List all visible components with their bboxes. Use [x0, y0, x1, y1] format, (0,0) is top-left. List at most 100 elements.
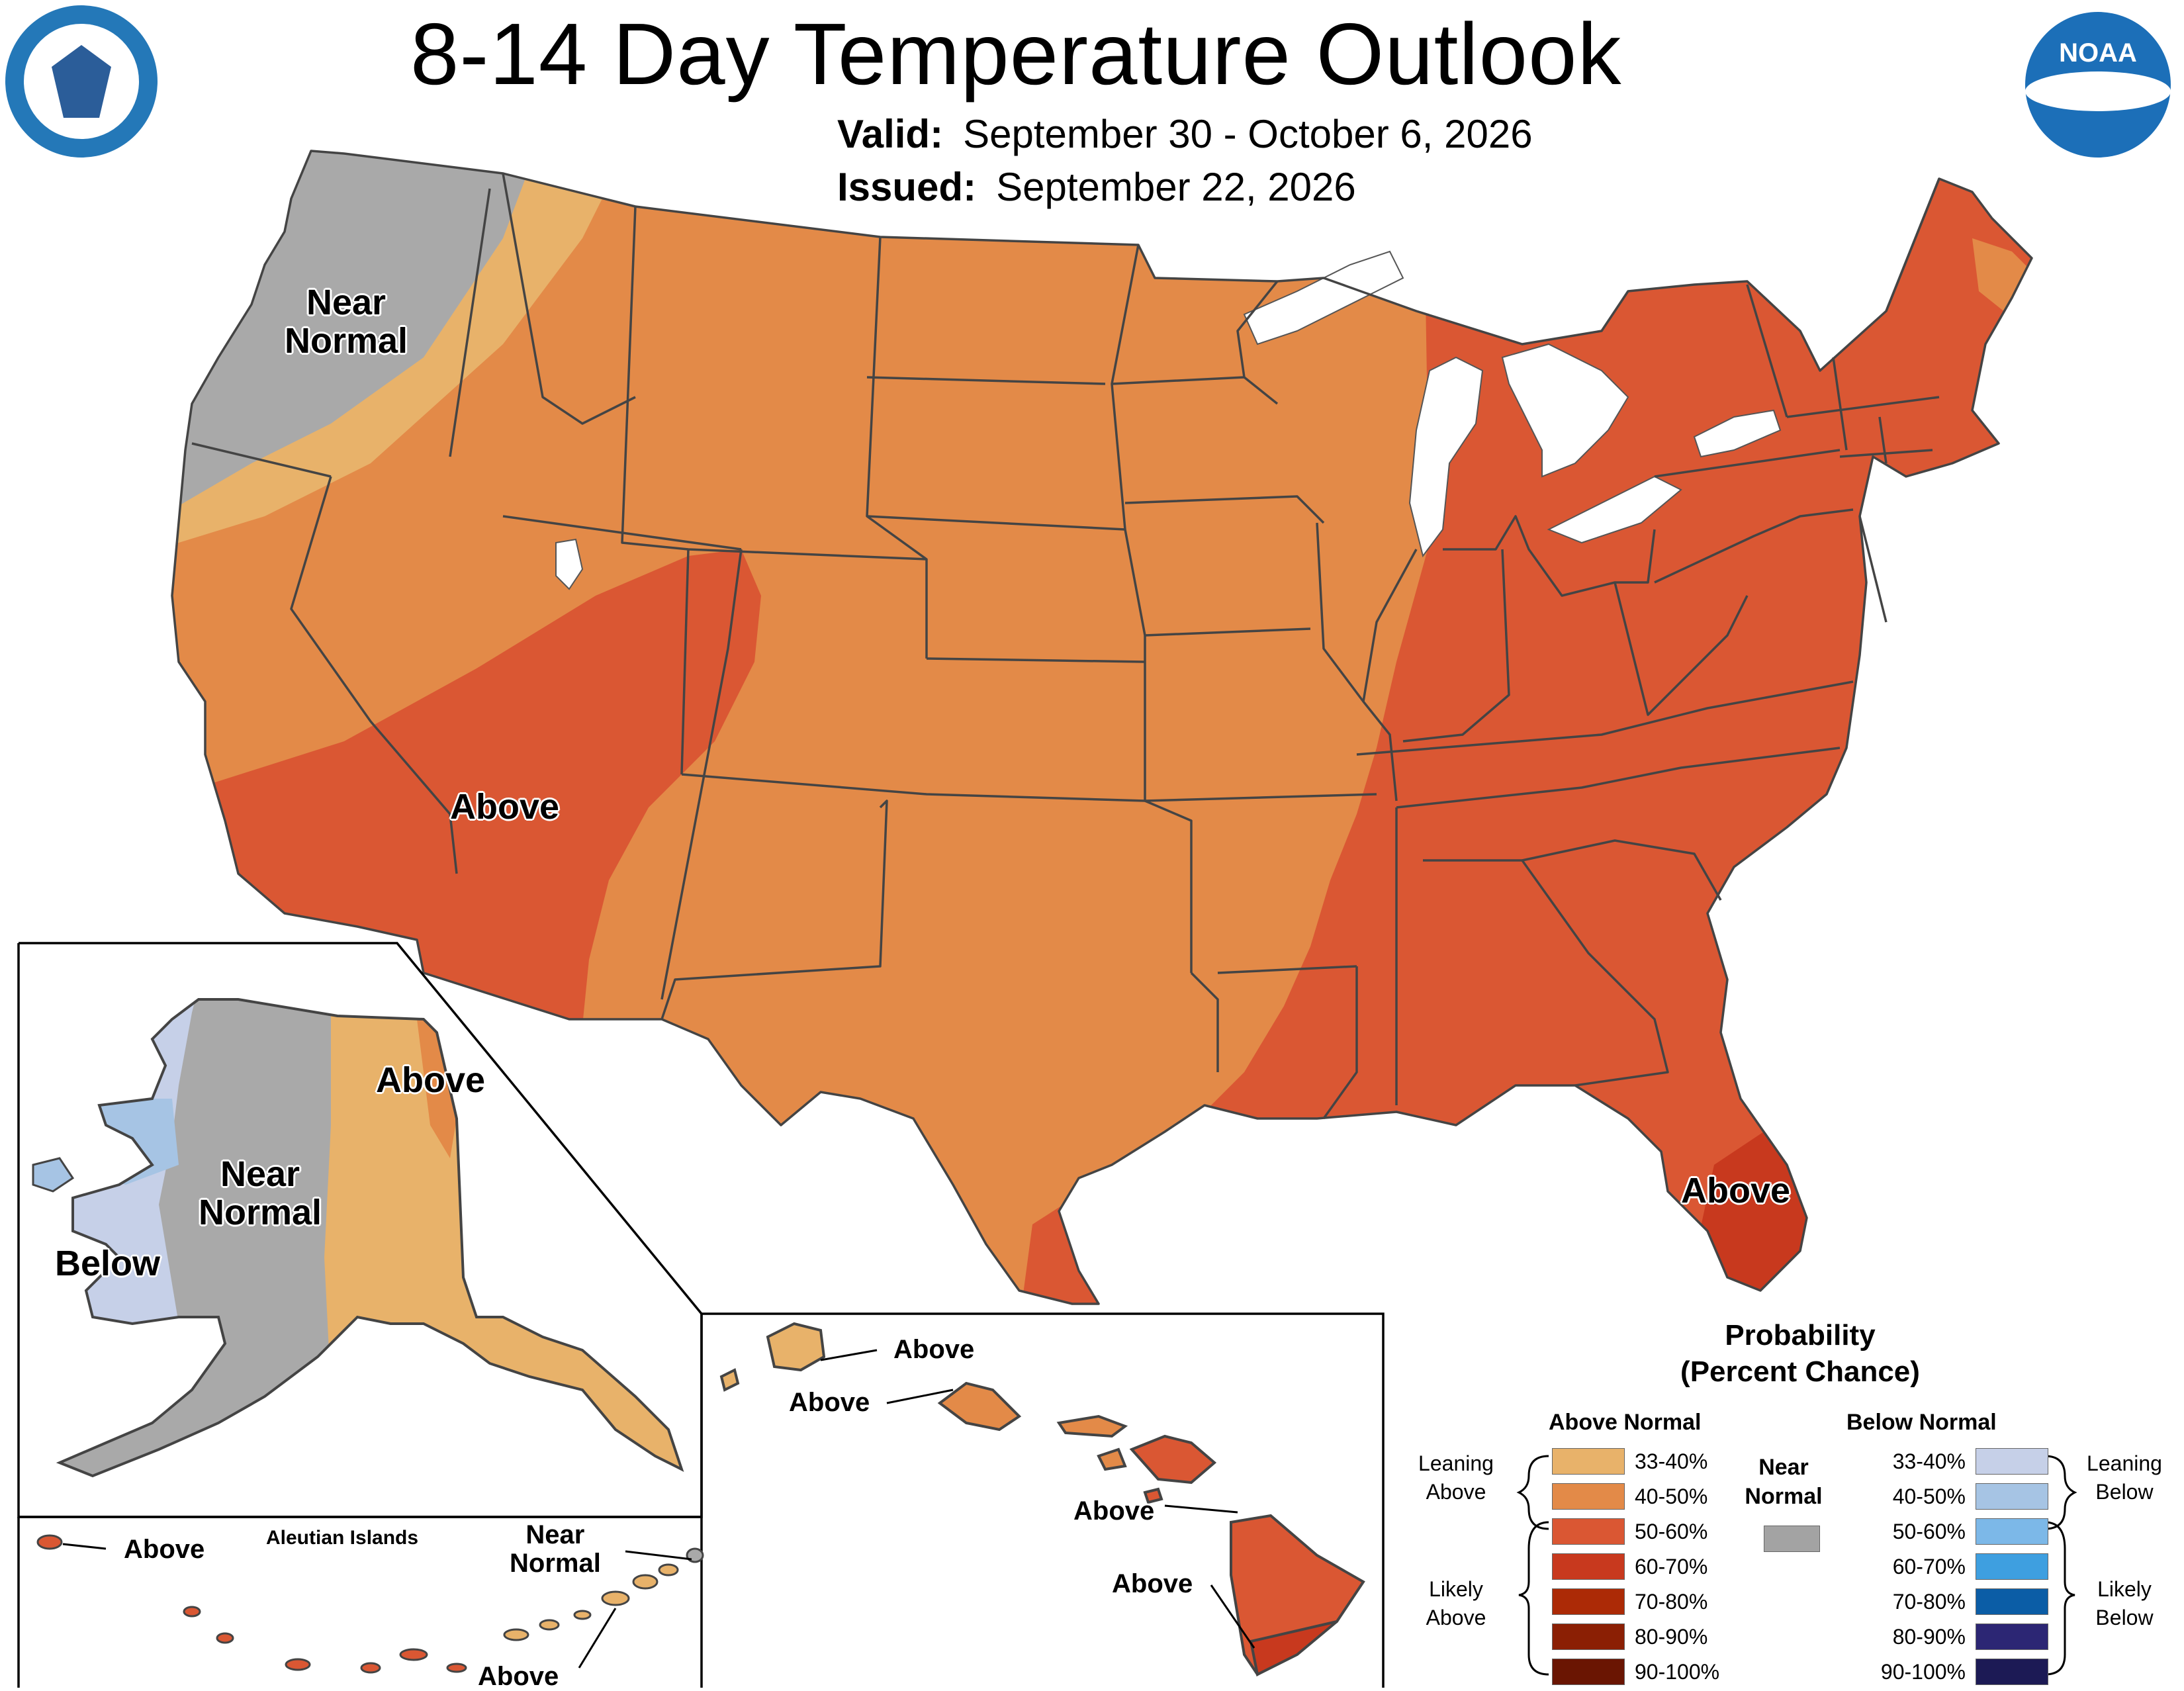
- noaa-text: NOAA: [2059, 38, 2137, 68]
- label-line: Normal: [510, 1549, 601, 1578]
- side-label-line: Leaning: [1418, 1451, 1494, 1475]
- label-conus-near-normal: Near Normal: [285, 283, 408, 361]
- side-label-line: Below: [2095, 1606, 2154, 1630]
- legend-range-above: 60-70%: [1635, 1554, 1708, 1578]
- side-label-line: Likely: [2097, 1577, 2152, 1601]
- legend-range-above: 33-40%: [1635, 1449, 1708, 1473]
- legend-range-above: 40-50%: [1635, 1484, 1708, 1508]
- kahoolawe: [1143, 1487, 1163, 1504]
- label-line: Near: [306, 283, 387, 322]
- side-label-line: Below: [2095, 1480, 2154, 1504]
- label-hi-above-kauai: Above: [893, 1335, 975, 1364]
- ak-region-above-40-50: [417, 1019, 457, 1158]
- maui: [1129, 1434, 1217, 1485]
- label-aleut-near-normal: Near Normal: [510, 1520, 601, 1578]
- label-aleut-above-west: Above: [124, 1535, 205, 1564]
- label-hi-above-big-island: Above: [1112, 1569, 1193, 1598]
- label-ak-above: Above: [376, 1060, 486, 1100]
- legend-above-header: Above Normal: [1549, 1410, 1702, 1435]
- molokai: [1056, 1414, 1128, 1438]
- alaska-inset-frame: [17, 942, 1385, 1688]
- legend-swatch-above-50-60pct: [1552, 1518, 1625, 1545]
- doc-seal-logo: [5, 5, 158, 158]
- aleutian-leader-lines: [62, 1543, 692, 1668]
- legend-swatch-above-40-50pct: [1552, 1483, 1625, 1510]
- label-hi-above-oahu: Above: [789, 1388, 870, 1417]
- niihau: [719, 1368, 740, 1392]
- issued-value: September 22, 2026: [996, 165, 1356, 209]
- legend-near-normal: Near Normal: [1741, 1453, 1827, 1511]
- aleutian-islands-title: Aleutian Islands: [266, 1527, 419, 1549]
- side-label-line: Above: [1426, 1480, 1486, 1504]
- legend-leaning-below: Leaning Below: [2078, 1449, 2171, 1506]
- legend-below-header: Below Normal: [1846, 1410, 1997, 1435]
- near-normal-line: Near: [1758, 1455, 1809, 1480]
- legend-swatch-below-33-40pct: [1976, 1448, 2048, 1475]
- near-normal-line: Normal: [1745, 1484, 1823, 1510]
- legend-swatch-below-40-50pct: [1976, 1483, 2048, 1510]
- side-label-line: Leaning: [2087, 1451, 2162, 1475]
- issued-label: Issued:: [837, 165, 977, 209]
- label-conus-above-florida: Above: [1681, 1171, 1791, 1211]
- legend-swatch-below-60-70pct: [1976, 1553, 2048, 1580]
- legend-swatch-above-90-100pct: [1552, 1659, 1625, 1685]
- st-lawrence-island: [32, 1157, 75, 1193]
- label-conus-above-west: Above: [450, 787, 560, 827]
- valid-dates: Valid: September 30 - October 6, 2026: [837, 111, 1533, 157]
- oahu: [937, 1381, 1022, 1432]
- legend-range-below: 90-100%: [1880, 1659, 1966, 1684]
- hawaii-islands: [719, 1322, 1365, 1676]
- label-aleut-above-east: Above: [478, 1662, 559, 1691]
- legend-leaning-above: Leaning Above: [1410, 1449, 1502, 1506]
- legend-range-above: 80-90%: [1635, 1624, 1708, 1649]
- kauai: [766, 1322, 826, 1372]
- noaa-logo: NOAA: [2025, 12, 2171, 158]
- aleutian-islands: [36, 1534, 704, 1674]
- legend-title-line: Probability: [1725, 1319, 1876, 1351]
- legend-swatch-below-90-100pct: [1976, 1659, 2048, 1685]
- legend-range-above: 70-80%: [1635, 1589, 1708, 1614]
- legend-swatch-above-60-70pct: [1552, 1553, 1625, 1580]
- legend-range-below: 50-60%: [1892, 1519, 1966, 1543]
- valid-value: September 30 - October 6, 2026: [963, 112, 1533, 156]
- alaska-outline: [56, 998, 684, 1478]
- ak-region-above-33-40: [324, 999, 682, 1476]
- legend-swatch-above-70-80pct: [1552, 1588, 1625, 1615]
- legend-swatch-below-50-60pct: [1976, 1518, 2048, 1545]
- legend-brackets: [1516, 1455, 2077, 1676]
- valid-label: Valid:: [837, 112, 944, 156]
- legend-swatch-above-80-90pct: [1552, 1623, 1625, 1650]
- label-line: Normal: [199, 1193, 322, 1233]
- side-label-line: Likely: [1429, 1577, 1483, 1601]
- side-label-line: Above: [1426, 1606, 1486, 1630]
- legend-swatch-below-70-80pct: [1976, 1588, 2048, 1615]
- label-line: Normal: [285, 321, 408, 361]
- legend-likely-below: Likely Below: [2078, 1575, 2171, 1632]
- legend-likely-above: Likely Above: [1410, 1575, 1502, 1632]
- label-hi-above-maui: Above: [1073, 1496, 1155, 1526]
- legend-swatch-above-33-40pct: [1552, 1448, 1625, 1475]
- conus-borders: [171, 150, 2033, 1305]
- issued-date: Issued: September 22, 2026: [837, 164, 1356, 210]
- alaska-regions: [60, 999, 682, 1476]
- label-ak-near-normal: Near Normal: [199, 1155, 322, 1232]
- lanai: [1097, 1447, 1127, 1471]
- great-lakes: [555, 250, 1782, 590]
- legend-range-below: 80-90%: [1892, 1624, 1966, 1649]
- legend-swatch-below-80-90pct: [1976, 1623, 2048, 1650]
- legend-range-above: 90-100%: [1635, 1659, 1720, 1684]
- legend-near-normal-swatch: [1764, 1526, 1820, 1552]
- legend-range-below: 60-70%: [1892, 1554, 1966, 1578]
- legend-range-above: 50-60%: [1635, 1519, 1708, 1543]
- label-line: Near: [525, 1520, 585, 1549]
- big-island-south: [1249, 1620, 1338, 1676]
- hawaii-leader-lines: [820, 1349, 1255, 1649]
- label-ak-below: Below: [55, 1244, 161, 1283]
- region-above-50-60-southwest: [172, 549, 761, 1026]
- legend-range-below: 33-40%: [1892, 1449, 1966, 1473]
- page-title: 8-14 Day Temperature Outlook: [410, 5, 1622, 103]
- legend-range-below: 40-50%: [1892, 1484, 1966, 1508]
- legend-title: Probability (Percent Chance): [1628, 1317, 1972, 1390]
- label-line: Near: [220, 1154, 300, 1194]
